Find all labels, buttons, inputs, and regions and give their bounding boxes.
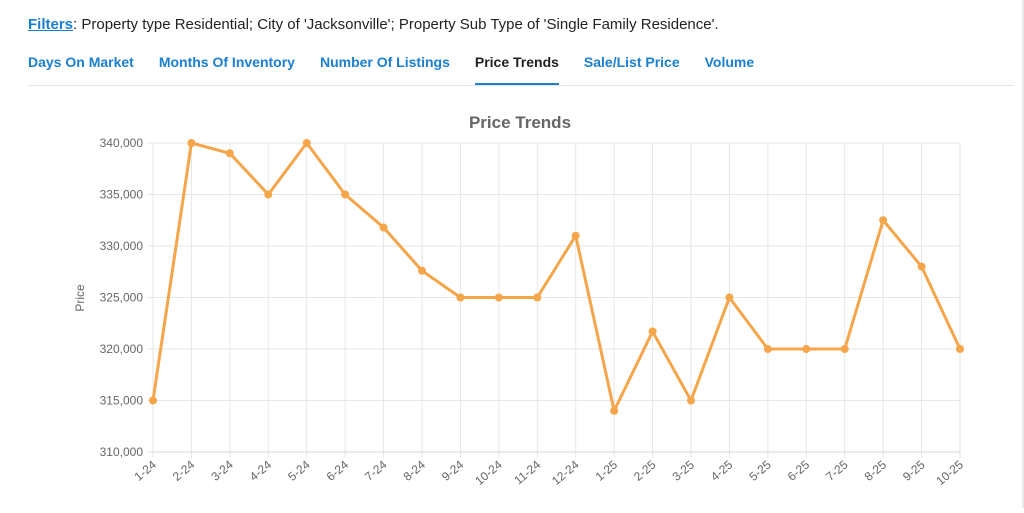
data-point[interactable]: [494, 293, 503, 302]
chart-series: [149, 139, 964, 415]
x-tick-label: 1-24: [132, 457, 160, 483]
y-tick-label: 325,000: [100, 291, 144, 305]
x-tick-label: 10-25: [933, 457, 966, 488]
x-tick-label: 7-25: [823, 457, 851, 483]
data-point[interactable]: [840, 345, 849, 353]
tab-months-of-inventory[interactable]: Months Of Inventory: [158, 54, 295, 70]
x-tick-label: 11-24: [511, 457, 543, 487]
data-point[interactable]: [418, 266, 426, 275]
data-point[interactable]: [648, 327, 657, 336]
data-point[interactable]: [802, 345, 811, 353]
x-tick-label: 2-25: [631, 457, 659, 483]
tab-days-on-market[interactable]: Days On Market: [28, 54, 134, 70]
data-point[interactable]: [302, 139, 311, 147]
x-tick-label: 8-24: [401, 457, 429, 483]
data-point[interactable]: [763, 345, 772, 353]
tab-bar: Days On Market Months Of Inventory Numbe…: [28, 54, 1014, 86]
series-line: [151, 141, 962, 413]
x-tick-label: 6-24: [324, 457, 352, 483]
y-tick-label: 335,000: [100, 188, 144, 202]
x-tick-label: 12-24: [549, 457, 582, 488]
data-point[interactable]: [725, 293, 734, 302]
price-trends-chart: 310,000 315,000 320,000 325,000 330,000 335,0…: [73, 113, 966, 488]
x-tick-label: 9-25: [900, 457, 928, 483]
y-tick-label: 330,000: [100, 239, 144, 253]
data-point[interactable]: [687, 396, 695, 405]
tab-number-of-listings[interactable]: Number Of Listings: [319, 54, 450, 70]
x-tick-label: 8-25: [862, 457, 890, 483]
tab-volume[interactable]: Volume: [704, 54, 755, 70]
x-tick-label: 10-24: [472, 457, 505, 488]
x-tick-label: 2-24: [170, 457, 198, 483]
x-tick-label: 1-25: [593, 457, 621, 483]
filters-bar: Filters: Property type Residential; City…: [28, 16, 719, 33]
chart-grid: [147, 142, 961, 458]
tab-price-trends[interactable]: Price Trends: [474, 54, 559, 85]
data-point[interactable]: [149, 396, 157, 405]
data-point[interactable]: [956, 345, 964, 353]
data-point[interactable]: [187, 139, 196, 147]
x-tick-label: 4-24: [247, 457, 275, 483]
y-tick-label: 315,000: [100, 394, 144, 408]
y-tick-label: 340,000: [100, 136, 144, 150]
y-axis-label: Price: [73, 284, 87, 312]
data-point[interactable]: [610, 406, 619, 415]
x-tick-label: 5-25: [746, 457, 774, 483]
chart-container: 310,000 315,000 320,000 325,000 330,000 335,0…: [0, 100, 1024, 508]
filters-link[interactable]: Filters: [28, 16, 74, 33]
data-point[interactable]: [571, 231, 580, 240]
x-tick-label: 3-25: [670, 457, 698, 483]
data-point[interactable]: [341, 190, 350, 199]
x-tick-label: 5-24: [285, 457, 313, 483]
x-tick-label: 4-25: [708, 457, 736, 483]
data-point[interactable]: [533, 293, 542, 302]
x-tick-label: 3-24: [208, 457, 236, 483]
data-point[interactable]: [879, 216, 888, 225]
data-point[interactable]: [379, 223, 388, 232]
y-tick-label: 320,000: [100, 342, 144, 356]
data-point[interactable]: [264, 190, 273, 199]
x-tick-label: 7-24: [362, 457, 390, 483]
filters-text: : Property type Residential; City of 'Ja…: [73, 16, 719, 33]
tab-sale-list-price[interactable]: Sale/List Price: [583, 54, 680, 70]
chart-title: Price Trends: [469, 113, 571, 132]
data-point[interactable]: [225, 149, 234, 158]
data-point[interactable]: [456, 293, 465, 302]
x-tick-label: 6-25: [785, 457, 813, 483]
y-tick-label: 310,000: [100, 445, 144, 459]
x-tick-label: 9-24: [439, 457, 467, 483]
data-point[interactable]: [917, 262, 926, 271]
